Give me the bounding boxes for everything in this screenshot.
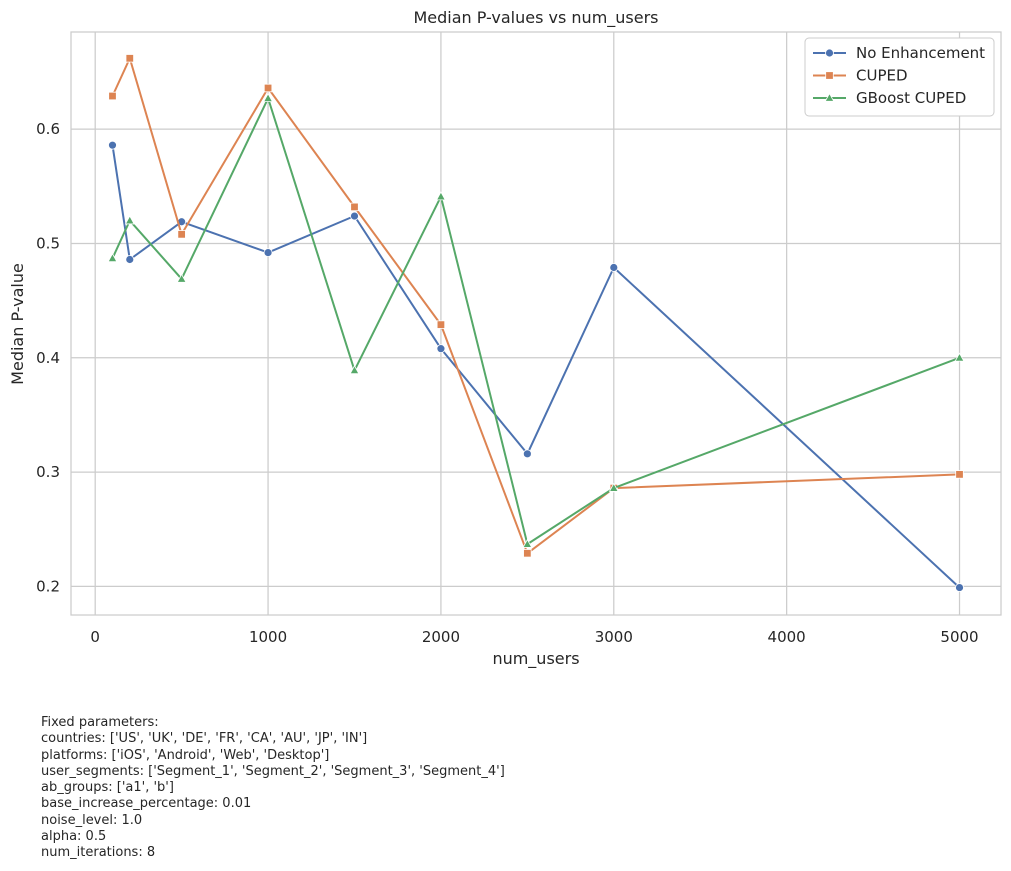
x-tick-label: 5000: [940, 628, 978, 646]
data-point: [608, 482, 619, 492]
data-point: [125, 255, 135, 264]
legend-label: GBoost CUPED: [856, 89, 966, 107]
legend-marker: [824, 92, 835, 102]
y-tick-label: 0.6: [36, 120, 60, 138]
data-point: [955, 583, 964, 592]
x-tick-label: 0: [90, 628, 100, 646]
x-tick-label: 4000: [768, 628, 806, 646]
param-line: noise_level: 1.0: [41, 812, 143, 828]
data-point: [436, 320, 446, 329]
x-tick-label: 1000: [249, 628, 287, 646]
fixed-parameters-text: Fixed parameters: countries: ['US', 'UK'…: [41, 715, 505, 862]
data-point: [108, 91, 117, 101]
data-point: [263, 83, 273, 93]
data-point: [349, 365, 360, 375]
legend-box: [804, 37, 995, 117]
param-line: ab_groups: ['a1', 'b']: [41, 780, 174, 796]
series-layer: [107, 54, 965, 592]
y-tick-label: 0.3: [36, 463, 60, 481]
y-tick-label: 0.2: [36, 577, 60, 595]
legend-marker: [825, 48, 834, 58]
line-chart: 0 1000 2000 3000 4000 5000 0.2 0.3 0.4 0.5 0.6 Me…: [8, 8, 1002, 669]
data-point: [124, 215, 135, 225]
x-tick-label: 3000: [595, 628, 633, 646]
series-cuped: [108, 54, 964, 558]
y-axis-title: Median P-value: [8, 263, 27, 385]
legend-entry: CUPED: [813, 67, 908, 85]
data-point: [350, 211, 359, 221]
data-point: [435, 191, 446, 201]
legend-label: No Enhancement: [856, 44, 985, 62]
data-point: [436, 344, 446, 354]
legend-label: CUPED: [856, 67, 908, 85]
param-line: alpha: 0.5: [41, 829, 107, 845]
param-line: platforms: ['iOS', 'Android', 'Web', 'De…: [41, 747, 330, 763]
param-line: user_segments: ['Segment_1', 'Segment_2'…: [41, 763, 505, 779]
y-tick-label: 0.5: [36, 234, 60, 252]
data-point: [609, 263, 619, 272]
y-tick-label: 0.4: [36, 349, 60, 367]
x-tick-labels: 0 1000 2000 3000 4000 5000: [90, 628, 978, 646]
data-point: [955, 470, 964, 479]
plot-frame: [70, 31, 1002, 616]
data-point: [176, 273, 187, 283]
x-tick-label: 2000: [422, 628, 460, 646]
fixed-parameters-heading: Fixed parameters:: [41, 715, 159, 730]
param-line: countries: ['US', 'UK', 'DE', 'FR', 'CA'…: [41, 731, 368, 747]
data-point: [522, 449, 532, 459]
data-point: [350, 202, 359, 212]
data-point: [263, 248, 273, 258]
series-no-enhancement: [108, 140, 964, 592]
data-point: [263, 92, 274, 103]
y-tick-labels: 0.2 0.3 0.4 0.5 0.6: [36, 120, 60, 595]
data-point: [177, 230, 186, 239]
data-point: [108, 140, 117, 150]
legend: No Enhancement CUPED GBoost CUPED: [804, 37, 995, 117]
legend-entry: GBoost CUPED: [813, 89, 966, 107]
data-point: [125, 54, 134, 63]
legend-marker: [825, 71, 834, 80]
grid-lines: [71, 32, 1001, 615]
series-gboost-cuped: [107, 92, 965, 548]
plot-background: [71, 32, 1001, 615]
param-line: num_iterations: 8: [41, 845, 156, 861]
x-axis-title: num_users: [492, 649, 579, 669]
data-point: [523, 549, 532, 558]
data-point: [107, 253, 118, 263]
param-line: base_increase_percentage: 0.01: [41, 796, 252, 812]
legend-entry: No Enhancement: [813, 44, 985, 62]
data-point: [954, 352, 965, 362]
chart-title: Median P-values vs num_users: [413, 8, 658, 28]
data-point: [522, 538, 533, 548]
